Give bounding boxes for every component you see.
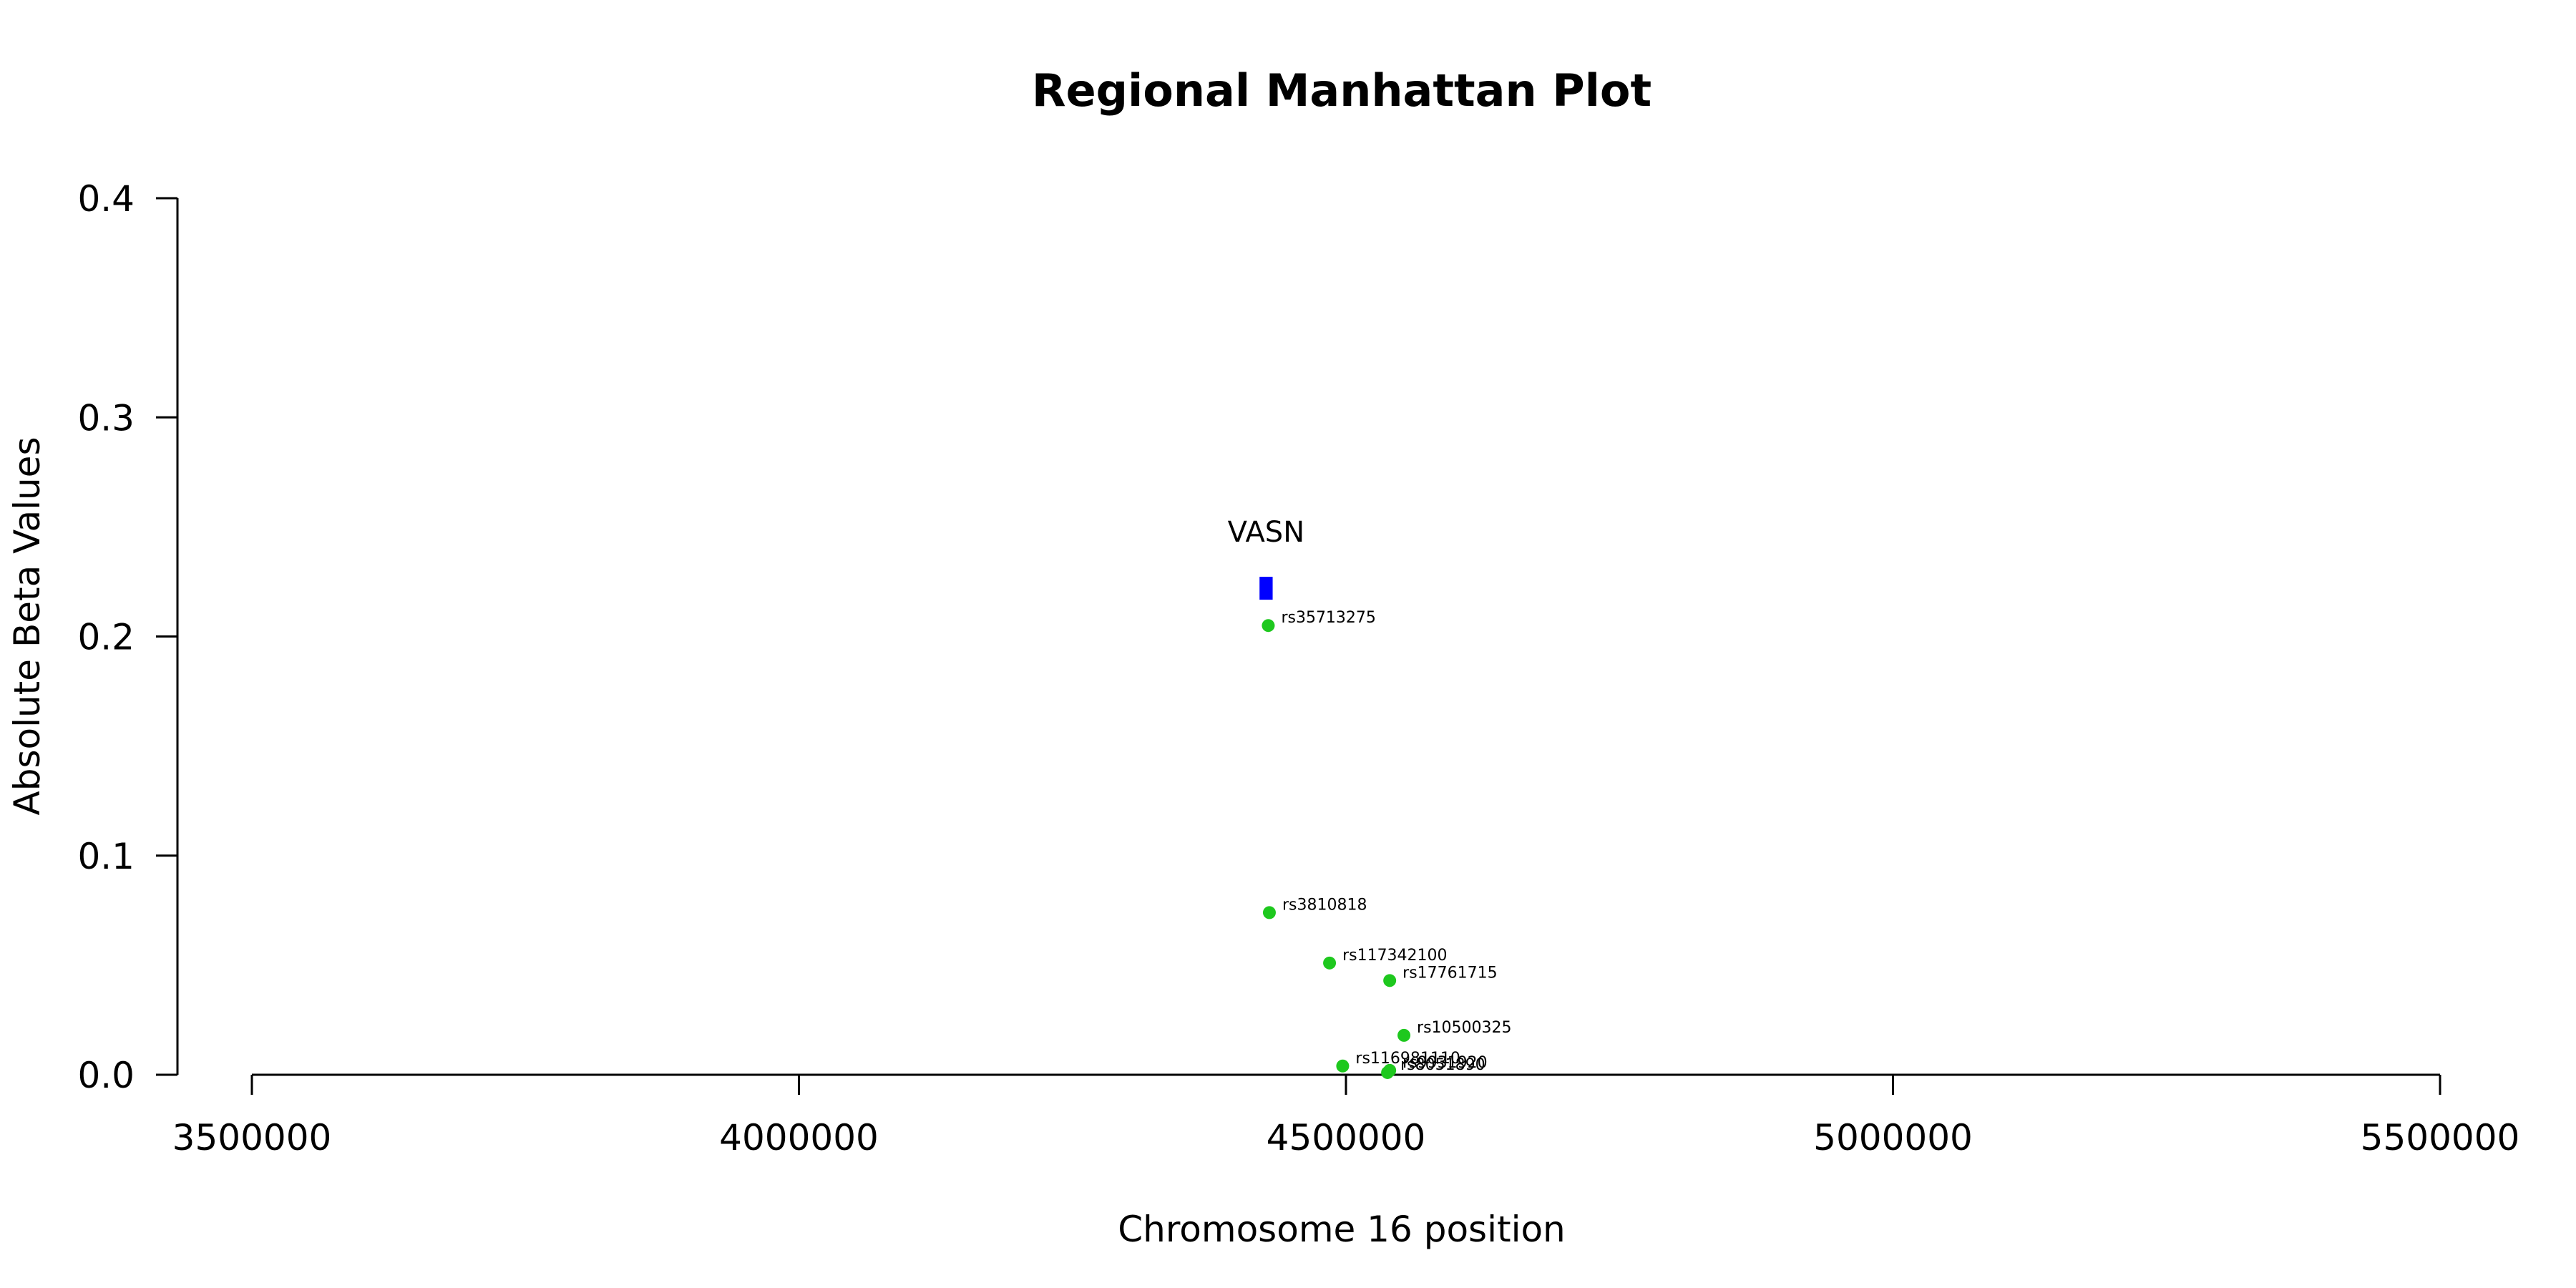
gene-label: VASN — [1228, 516, 1304, 549]
gene-layer: VASN — [1228, 516, 1304, 600]
snp-point — [1262, 906, 1276, 919]
x-tick-label: 5000000 — [1813, 1117, 1973, 1158]
y-axis-label: Absolute Beta Values — [6, 437, 48, 816]
snp-label: rs35713275 — [1281, 609, 1375, 627]
snp-label: rs3810818 — [1282, 896, 1367, 914]
chart-title: Regional Manhattan Plot — [1032, 64, 1652, 117]
x-tick-label: 3500000 — [172, 1117, 332, 1158]
x-tick-label: 4000000 — [719, 1117, 879, 1158]
x-tick-label: 5500000 — [2361, 1117, 2520, 1158]
snp-label: rs17761715 — [1402, 964, 1497, 982]
snp-point — [1323, 956, 1337, 970]
y-tick-label: 0.0 — [77, 1055, 135, 1096]
y-tick-label: 0.2 — [77, 617, 135, 658]
snp-point — [1262, 619, 1275, 633]
y-tick-label: 0.3 — [77, 397, 135, 439]
snp-layer: rs35713275 rs3810818 rs117342100rs17761715… — [1262, 609, 1512, 1079]
snp-label: rs117342100 — [1342, 947, 1447, 965]
y-tick-label: 0.4 — [77, 178, 135, 220]
snp-label: rs9931920 — [1402, 1054, 1488, 1072]
y-tick-label: 0.1 — [77, 836, 135, 877]
x-tick-label: 4500000 — [1267, 1117, 1426, 1158]
snp-point — [1336, 1059, 1350, 1073]
x-axis-label: Chromosome 16 position — [1118, 1209, 1566, 1250]
snp-label: rs116981110 — [1355, 1050, 1460, 1068]
gene-block — [1259, 577, 1273, 600]
snp-point — [1397, 1028, 1411, 1042]
snp-point — [1381, 1065, 1395, 1079]
snp-label: rs10500325 — [1417, 1019, 1511, 1037]
snp-point — [1383, 974, 1397, 987]
snp-label: rs8051890 — [1400, 1056, 1485, 1074]
axes: 3500000 4000000 4500000 5000000 5500000 0.0 0.… — [77, 178, 2519, 1158]
